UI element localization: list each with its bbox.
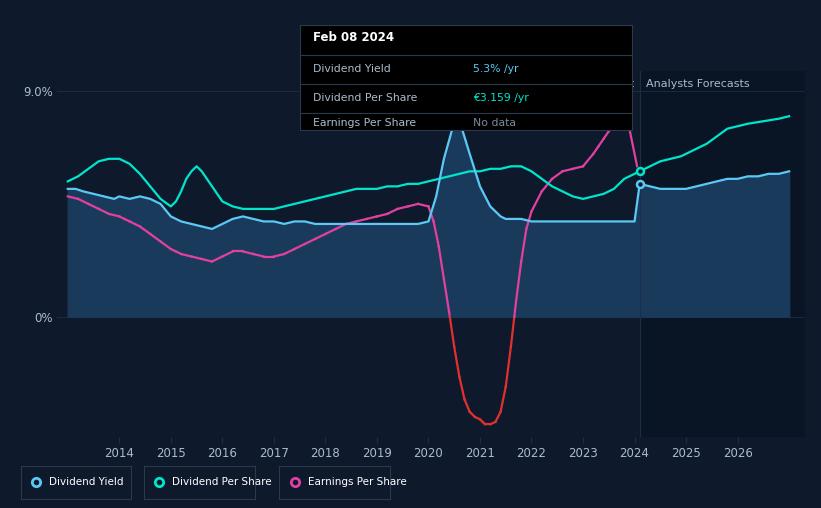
Text: 5.3% /yr: 5.3% /yr bbox=[473, 64, 518, 74]
Text: Past: Past bbox=[612, 79, 635, 89]
Text: Dividend Yield: Dividend Yield bbox=[313, 64, 391, 74]
Text: Dividend Per Share: Dividend Per Share bbox=[313, 93, 417, 103]
Text: Dividend Yield: Dividend Yield bbox=[49, 478, 124, 487]
Text: Analysts Forecasts: Analysts Forecasts bbox=[646, 79, 750, 89]
Text: Dividend Per Share: Dividend Per Share bbox=[172, 478, 272, 487]
Text: Feb 08 2024: Feb 08 2024 bbox=[313, 31, 394, 44]
Bar bbox=[640, 71, 805, 437]
Text: Earnings Per Share: Earnings Per Share bbox=[313, 118, 416, 129]
Text: Earnings Per Share: Earnings Per Share bbox=[308, 478, 406, 487]
Text: No data: No data bbox=[473, 118, 516, 129]
Text: €3.159 /yr: €3.159 /yr bbox=[473, 93, 529, 103]
